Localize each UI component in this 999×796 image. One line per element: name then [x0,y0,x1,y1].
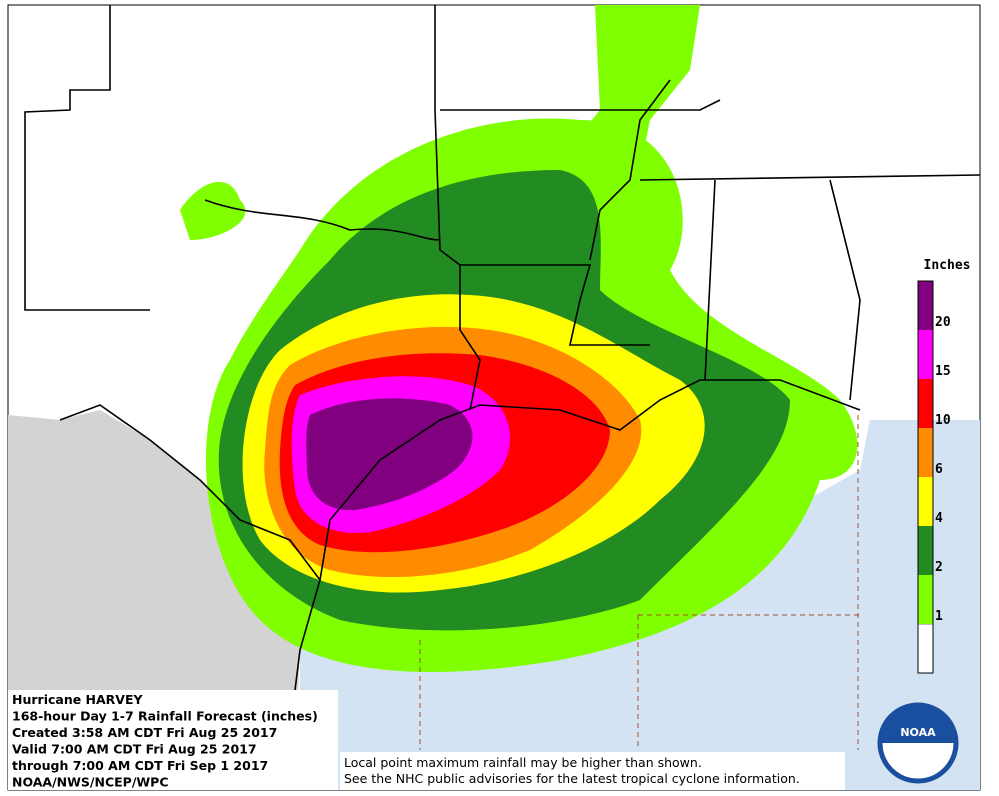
noaa-logo-label: NOAA [900,726,936,739]
header-line: Created 3:58 AM CDT Fri Aug 25 2017 [12,725,277,740]
legend-title: Inches [924,258,971,273]
info-box [8,690,338,790]
legend-swatch [918,281,933,330]
header-line: Valid 7:00 AM CDT Fri Aug 25 2017 [12,742,257,757]
legend-swatch [918,477,933,526]
legend-label: 4 [935,511,943,526]
legend-label: 20 [935,315,951,330]
legend-label: 6 [935,462,943,477]
legend-label: 2 [935,560,943,575]
header-line: NOAA/NWS/NCEP/WPC [12,775,169,790]
legend-frame [917,280,934,674]
legend-base [917,623,934,674]
legend-swatch [918,428,933,477]
legend-label: 1 [935,609,943,624]
header-line: Hurricane HARVEY [12,692,144,707]
header-line: through 7:00 AM CDT Fri Sep 1 2017 [12,758,268,773]
borders [24,5,981,691]
legend-swatch [918,330,933,379]
rain-west [180,181,246,240]
note-line: Local point maximum rainfall may be high… [344,755,702,770]
legend-label: 15 [935,364,951,379]
header: Hurricane HARVEY 168-hour Day 1-7 Rainfal… [12,692,318,790]
note-box [340,752,845,790]
legend-swatch [918,575,933,624]
header-line: 168-hour Day 1-7 Rainfall Forecast (inch… [12,709,318,724]
legend-swatch [918,379,933,428]
note: Local point maximum rainfall may be high… [344,755,800,786]
legend-label: 10 [935,413,951,428]
noaa-logo-top [882,707,954,743]
marine-zones [419,415,860,750]
legend-swatch [918,526,933,575]
note-line: See the NHC public advisories for the la… [344,771,800,786]
legend: Inches 1 2 4 6 10 15 20 [917,258,971,674]
